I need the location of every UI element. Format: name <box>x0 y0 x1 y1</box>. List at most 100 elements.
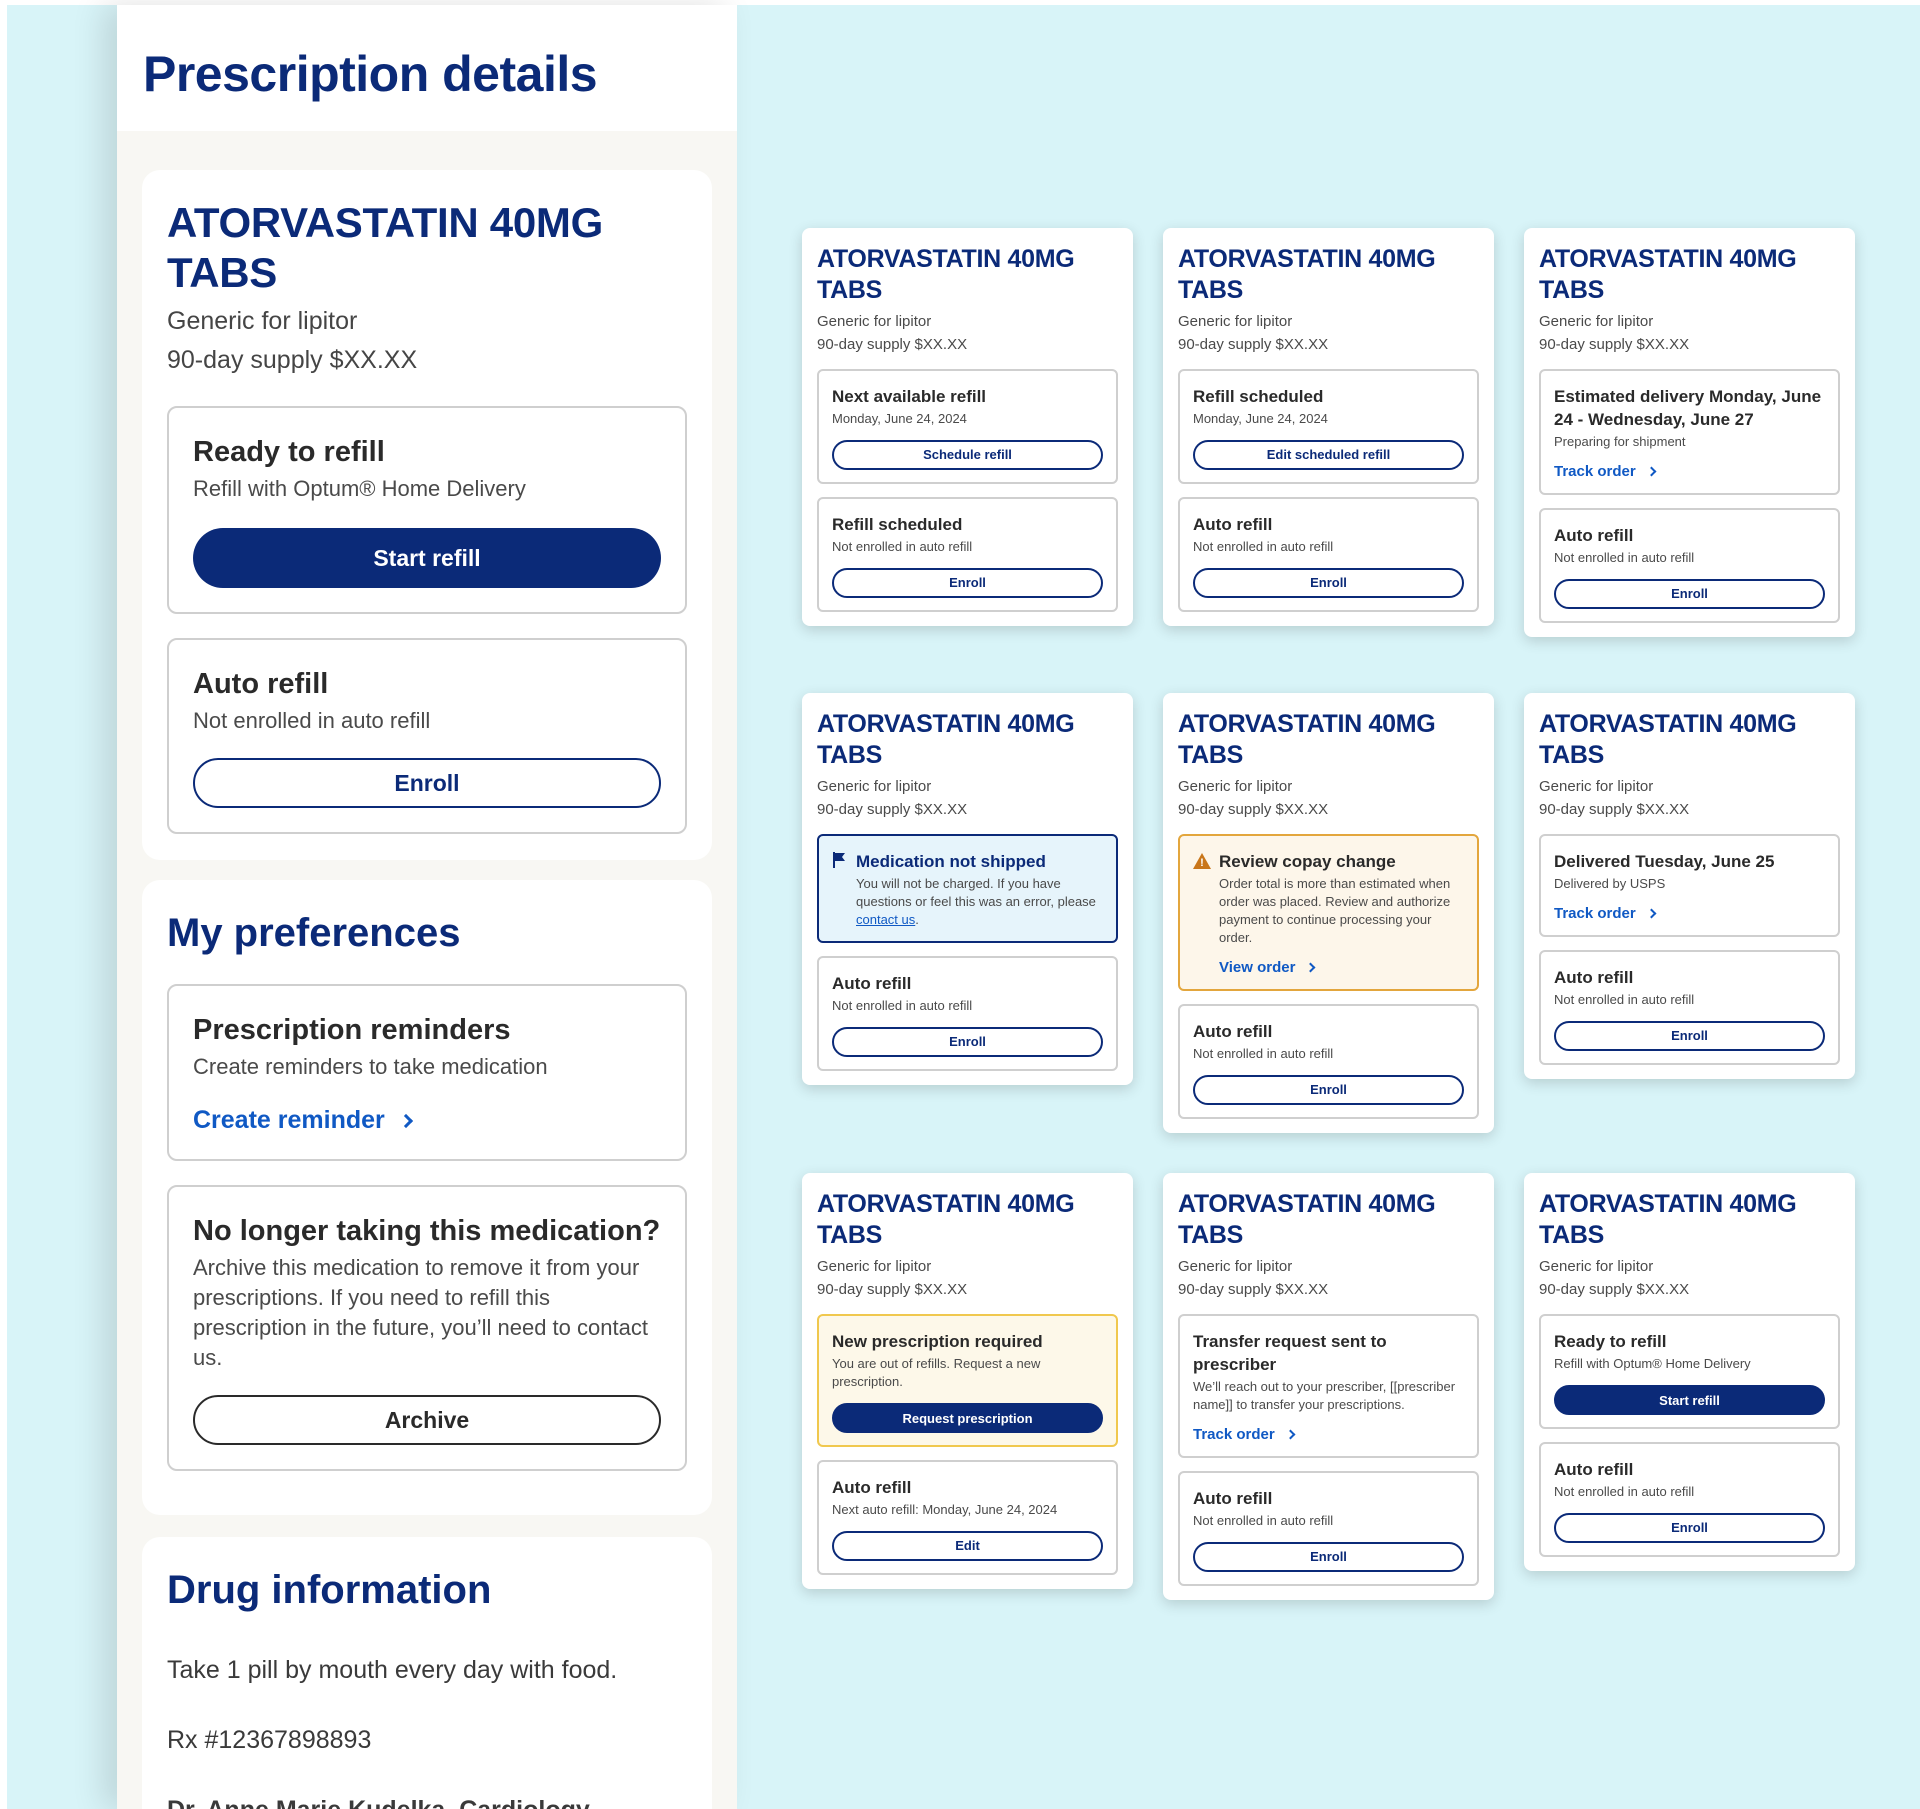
card-drug-name: ATORVASTATIN 40MG TABS <box>1539 1190 1797 1249</box>
status-card-transfer-request: ATORVASTATIN 40MG TABS Generic for lipit… <box>1163 1173 1494 1600</box>
card-drug-name: ATORVASTATIN 40MG TABS <box>817 710 1075 769</box>
auto-refill-box: Auto refill Not enrolled in auto refill … <box>1178 497 1479 612</box>
status-title: Estimated delivery Monday, June 24 - Wed… <box>1554 387 1822 429</box>
auto-refill-subtitle: Not enrolled in auto refill <box>193 708 431 733</box>
card-generic: Generic for lipitor <box>817 1258 932 1275</box>
status-card-refill-scheduled: ATORVASTATIN 40MG TABS Generic for lipit… <box>1163 228 1494 626</box>
edit-scheduled-refill-button[interactable]: Edit scheduled refill <box>1193 440 1464 470</box>
track-order-label: Track order <box>1193 1426 1275 1443</box>
request-prescription-button[interactable]: Request prescription <box>832 1403 1103 1433</box>
alert-message: You will not be charged. If you have que… <box>856 875 1103 929</box>
auto-refill-title: Auto refill <box>1554 1460 1634 1479</box>
enroll-button[interactable]: Enroll <box>1193 568 1464 598</box>
status-title: Refill scheduled <box>1193 387 1324 406</box>
start-refill-button[interactable]: Start refill <box>193 528 661 588</box>
status-card-copay-change: ATORVASTATIN 40MG TABS Generic for lipit… <box>1163 693 1494 1133</box>
enroll-button[interactable]: Enroll <box>1554 1021 1825 1051</box>
chevron-right-icon <box>1646 908 1657 919</box>
edit-auto-refill-button[interactable]: Edit <box>832 1531 1103 1561</box>
status-card-estimated-delivery: ATORVASTATIN 40MG TABS Generic for lipit… <box>1524 228 1855 637</box>
status-subtitle: Monday, June 24, 2024 <box>1193 411 1328 426</box>
card-drug-name: ATORVASTATIN 40MG TABS <box>1178 1190 1436 1249</box>
warning-icon: ! <box>1193 853 1211 869</box>
drug-directions: Take 1 pill by mouth every day with food… <box>167 1656 618 1684</box>
auto-refill-subtitle: Not enrolled in auto refill <box>1193 1513 1334 1528</box>
card-generic: Generic for lipitor <box>1178 778 1293 795</box>
new-prescription-alert: New prescription required You are out of… <box>817 1314 1118 1447</box>
enroll-button[interactable]: Enroll <box>1193 1542 1464 1572</box>
card-drug-name: ATORVASTATIN 40MG TABS <box>1539 710 1797 769</box>
drug-generic: Generic for lipitor <box>167 307 358 335</box>
alert-message-text: You will not be charged. If you have que… <box>856 876 1096 909</box>
reminders-title: Prescription reminders <box>193 1014 511 1046</box>
auto-refill-subtitle: Not enrolled in auto refill <box>1193 1046 1334 1061</box>
panel-header: Prescription details <box>117 5 737 131</box>
enroll-button[interactable]: Enroll <box>1193 1075 1464 1105</box>
drug-name: ATORVASTATIN 40MG TABS <box>167 199 603 296</box>
auto-refill-box: Auto refill Not enrolled in auto refill … <box>1539 1442 1840 1557</box>
ready-title: Ready to refill <box>193 436 385 468</box>
enroll-button[interactable]: Enroll <box>832 568 1103 598</box>
status-box: Delivered Tuesday, June 25 Delivered by … <box>1539 834 1840 937</box>
auto-refill-subtitle: Next auto refill: Monday, June 24, 2024 <box>832 1502 1058 1517</box>
card-supply: 90-day supply $XX.XX <box>1539 1281 1690 1298</box>
auto-refill-box: Auto refill Not enrolled in auto refill … <box>817 956 1118 1071</box>
track-order-label: Track order <box>1554 463 1636 480</box>
auto-refill-subtitle: Not enrolled in auto refill <box>1554 1484 1695 1499</box>
reminders-box: Prescription reminders Create reminders … <box>167 984 687 1161</box>
track-order-link[interactable]: Track order <box>1554 905 1657 922</box>
enroll-button[interactable]: Enroll <box>1554 1513 1825 1543</box>
status-box: Next available refill Monday, June 24, 2… <box>817 369 1118 484</box>
card-generic: Generic for lipitor <box>1539 778 1654 795</box>
card-generic: Generic for lipitor <box>1178 1258 1293 1275</box>
auto-refill-box: Auto refill Not enrolled in auto refill … <box>1539 508 1840 623</box>
enroll-button[interactable]: Enroll <box>1554 579 1825 609</box>
chevron-right-icon <box>398 1113 413 1128</box>
auto-refill-box: Refill scheduled Not enrolled in auto re… <box>817 497 1118 612</box>
status-title: Transfer request sent to prescriber <box>1193 1332 1387 1374</box>
auto-refill-title: Auto refill <box>1554 968 1634 987</box>
auto-refill-box: Auto refill Not enrolled in auto refill … <box>167 638 687 834</box>
status-box: Refill scheduled Monday, June 24, 2024 E… <box>1178 369 1479 484</box>
status-subtitle: Monday, June 24, 2024 <box>832 411 967 426</box>
auto-refill-title: Refill scheduled <box>832 515 963 534</box>
card-drug-name: ATORVASTATIN 40MG TABS <box>1178 245 1436 304</box>
auto-refill-subtitle: Not enrolled in auto refill <box>1554 550 1695 565</box>
status-subtitle: We’ll reach out to your prescriber, [[pr… <box>1193 1379 1456 1412</box>
alert-title: Review copay change <box>1219 852 1396 871</box>
alert-title: New prescription required <box>832 1332 1043 1351</box>
reminders-subtitle: Create reminders to take medication <box>193 1054 548 1079</box>
archive-title: No longer taking this medication? <box>193 1215 661 1247</box>
card-supply: 90-day supply $XX.XX <box>1539 336 1690 353</box>
auto-refill-subtitle: Not enrolled in auto refill <box>832 539 973 554</box>
status-subtitle: Preparing for shipment <box>1554 434 1686 449</box>
archive-button[interactable]: Archive <box>193 1395 661 1445</box>
contact-us-link[interactable]: contact us <box>856 912 916 927</box>
view-order-link[interactable]: View order <box>1219 959 1316 976</box>
auto-refill-box: Auto refill Not enrolled in auto refill … <box>1539 950 1840 1065</box>
chevron-right-icon <box>1285 1429 1296 1440</box>
chevron-right-icon <box>1305 962 1316 973</box>
card-supply: 90-day supply $XX.XX <box>1178 801 1329 818</box>
preferences-title: My preferences <box>167 911 461 955</box>
auto-refill-title: Auto refill <box>1193 1022 1273 1041</box>
schedule-refill-button[interactable]: Schedule refill <box>832 440 1103 470</box>
enroll-button[interactable]: Enroll <box>193 758 661 808</box>
auto-refill-subtitle: Not enrolled in auto refill <box>832 998 973 1013</box>
create-reminder-link[interactable]: Create reminder <box>193 1106 413 1135</box>
card-supply: 90-day supply $XX.XX <box>1178 1281 1329 1298</box>
auto-refill-title: Auto refill <box>832 974 912 993</box>
enroll-button[interactable]: Enroll <box>832 1027 1103 1057</box>
status-title: Next available refill <box>832 387 987 406</box>
track-order-link[interactable]: Track order <box>1193 1426 1296 1443</box>
auto-refill-subtitle: Not enrolled in auto refill <box>1554 992 1695 1007</box>
create-reminder-label: Create reminder <box>193 1106 385 1134</box>
track-order-link[interactable]: Track order <box>1554 463 1657 480</box>
auto-refill-title: Auto refill <box>1193 515 1273 534</box>
not-shipped-alert: Medication not shipped You will not be c… <box>817 834 1118 943</box>
start-refill-button[interactable]: Start refill <box>1554 1385 1825 1415</box>
status-box: Ready to refill Refill with Optum® Home … <box>1539 1314 1840 1429</box>
prescription-details-panel: Prescription details ATORVASTATIN 40MG T… <box>117 5 737 1809</box>
status-title: Delivered Tuesday, June 25 <box>1554 852 1775 871</box>
copay-warning-alert: ! Review copay change Order total is mor… <box>1178 834 1479 991</box>
